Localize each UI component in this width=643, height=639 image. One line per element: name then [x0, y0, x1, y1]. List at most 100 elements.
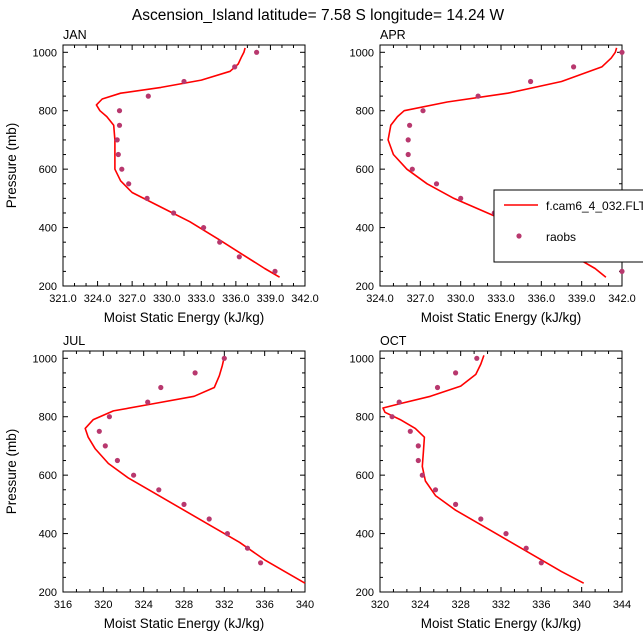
raobs-point [221, 355, 227, 361]
raobs-point [224, 531, 230, 537]
panels: JAN 321.0 324.0 327.0 330.0 333.0 336.0 339.0 34… [4, 28, 636, 631]
raobs-point [217, 239, 223, 245]
y-tick-label: 800 [356, 412, 374, 424]
y-tick-label: 600 [356, 470, 374, 482]
raobs-point [181, 501, 187, 507]
raobs-point [156, 487, 162, 493]
plot-frame [62, 350, 306, 593]
raobs-point [254, 49, 260, 55]
x-tick-label: 340 [572, 599, 590, 611]
y-tick-label: 400 [39, 223, 57, 235]
raobs-point [145, 399, 151, 405]
raobs-point [145, 93, 151, 99]
y-tick-label: 400 [356, 529, 374, 541]
x-tick-label: 333.0 [188, 293, 216, 305]
raobs-point [458, 195, 464, 201]
x-tick-label: 321.0 [49, 293, 77, 305]
plot-frame [379, 350, 623, 593]
model-profile-line [382, 355, 585, 584]
y-tick-label: 800 [39, 412, 57, 424]
raobs-point [475, 93, 481, 99]
raobs-point [474, 355, 480, 361]
x-tick-label: 328 [451, 599, 469, 611]
x-tick-label: 333.0 [487, 293, 515, 305]
raobs-point [433, 181, 440, 187]
raobs-point [131, 472, 137, 478]
x-tick-label: 336 [255, 599, 273, 611]
x-tick-label: 340 [296, 599, 314, 611]
x-tick-label: 344 [613, 599, 631, 611]
y-tick-label: 600 [356, 164, 374, 176]
raobs-point [258, 560, 264, 566]
x-tick-label: 336.0 [222, 293, 250, 305]
x-axis-label: Moist Static Energy (kJ/kg) [104, 616, 265, 631]
raobs-point [434, 384, 441, 391]
panel-jan: JAN 321.0 324.0 327.0 330.0 333.0 336.0 339.0 34… [4, 28, 319, 325]
raobs-point [171, 210, 177, 216]
raobs-point [523, 545, 529, 551]
x-axis-label: Moist Static Energy (kJ/kg) [421, 310, 582, 325]
x-tick-label: 336.0 [528, 293, 556, 305]
panel-title: OCT [380, 334, 407, 348]
raobs-point [538, 560, 544, 566]
x-tick-label: 332 [215, 599, 233, 611]
x-tick-label: 327.0 [118, 293, 146, 305]
y-tick-label: 1000 [350, 47, 374, 59]
raobs-point [405, 151, 411, 158]
y-tick-label: 800 [356, 106, 374, 118]
y-tick-label: 200 [39, 281, 57, 293]
raobs-point [503, 531, 509, 537]
raobs-point [453, 501, 459, 507]
raobs-point [115, 151, 121, 158]
figure-title: Ascension_Island latitude= 7.58 S longit… [132, 7, 505, 24]
y-tick-label: 200 [39, 587, 57, 599]
x-tick-label: 336 [532, 599, 550, 611]
raobs-point [114, 457, 120, 464]
x-tick-label: 330.0 [153, 293, 181, 305]
raobs-point [528, 78, 534, 85]
x-tick-label: 324.0 [366, 293, 394, 305]
raobs-point [272, 268, 278, 274]
raobs-point [96, 428, 102, 434]
raobs-point [244, 545, 251, 551]
raobs-point [407, 428, 413, 434]
plot-frame [62, 44, 306, 287]
x-axis-label: Moist Static Energy (kJ/kg) [104, 310, 265, 325]
y-tick-label: 400 [39, 529, 57, 541]
x-tick-label: 316 [54, 599, 72, 611]
x-tick-label: 327.0 [407, 293, 435, 305]
raobs-point [114, 137, 120, 143]
raobs-point [192, 370, 198, 376]
y-axis-label: Pressure (mb) [4, 123, 19, 209]
x-tick-label: 324 [134, 599, 152, 611]
x-tick-label: 330.0 [447, 293, 475, 305]
y-tick-label: 800 [39, 106, 57, 118]
panel-oct: OCT 320 324 328 332 336 340 344 200 400 600 800 1000… [350, 334, 632, 631]
raobs-point [415, 457, 421, 464]
raobs-point [420, 108, 426, 114]
raobs-point [119, 166, 125, 172]
y-axis-label: Pressure (mb) [4, 429, 19, 515]
raobs-point [126, 181, 132, 187]
legend: f.cam6_4_032.FLTHIST raobs [493, 189, 643, 263]
panel-jul: JUL 316 320 324 328 332 336 340 200 400 600 800 1000… [4, 334, 314, 631]
raobs-point [619, 49, 625, 55]
x-tick-label: 339.0 [257, 293, 285, 305]
legend-model-label: f.cam6_4_032.FLTHIST [546, 199, 643, 213]
y-tick-label: 400 [356, 223, 374, 235]
y-tick-label: 200 [356, 587, 374, 599]
y-tick-label: 1000 [33, 353, 57, 365]
raobs-point [158, 384, 164, 391]
y-tick-label: 1000 [33, 47, 57, 59]
panel-title: APR [380, 28, 406, 42]
x-tick-label: 324 [411, 599, 429, 611]
y-tick-label: 600 [39, 164, 57, 176]
raobs-point [236, 254, 242, 260]
raobs-point [116, 122, 123, 128]
raobs-point [453, 370, 459, 376]
x-tick-label: 320 [371, 599, 389, 611]
x-tick-label: 339.0 [568, 293, 596, 305]
raobs-point [106, 414, 112, 420]
raobs-point [478, 516, 484, 522]
